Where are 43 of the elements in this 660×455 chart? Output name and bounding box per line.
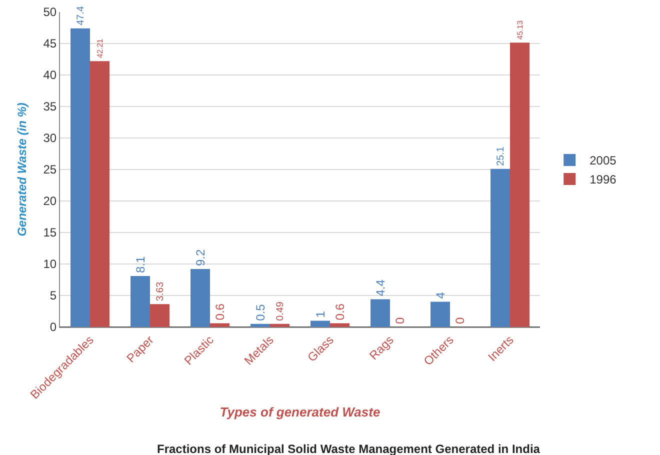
y-tick-label: 0: [50, 320, 57, 334]
bar: [370, 299, 390, 327]
y-tick-label: 50: [43, 5, 57, 20]
bar: [90, 61, 110, 327]
bar: [430, 302, 450, 327]
bar: [490, 168, 510, 327]
bar: [510, 42, 530, 327]
bar: [310, 320, 330, 327]
data-label: 4: [433, 292, 448, 299]
data-label: 0.5: [253, 304, 268, 321]
bar: [210, 323, 230, 327]
data-label: 25.1: [496, 146, 507, 166]
y-tick-label: 15: [43, 226, 57, 240]
bar: [130, 276, 150, 327]
y-tick-label: 10: [43, 257, 57, 272]
data-label: 1: [313, 310, 328, 318]
data-label: 0.49: [275, 301, 286, 321]
data-label: 47.4: [76, 6, 87, 26]
data-label: 0: [452, 317, 467, 324]
bar: [150, 304, 170, 327]
y-tick-label: 45: [43, 36, 57, 51]
bar: [250, 324, 270, 327]
legend-label: 2005: [590, 154, 617, 168]
y-axis-title: Generated Waste (in %): [15, 102, 29, 236]
data-label: 0.6: [332, 303, 347, 320]
y-tick-label: 30: [43, 131, 57, 146]
y-tick-label: 35: [43, 100, 57, 114]
y-tick-label: 25: [43, 162, 57, 177]
data-label: 3.63: [155, 281, 166, 302]
data-label: 8.1: [133, 256, 148, 273]
y-tick-label: 40: [43, 68, 57, 82]
bar: [330, 323, 350, 327]
bar: [190, 269, 210, 327]
data-label: 0: [392, 317, 407, 324]
y-tick-label: 5: [50, 288, 57, 303]
data-label: 0.6: [212, 303, 227, 320]
y-tick-label: 20: [43, 194, 57, 208]
bar: [70, 28, 90, 327]
data-label: 9.2: [193, 249, 208, 266]
data-label: 4.4: [373, 279, 388, 296]
bar: [270, 324, 290, 327]
legend-label: 1996: [590, 172, 617, 187]
x-axis-title: Types of generated Waste: [220, 404, 380, 420]
